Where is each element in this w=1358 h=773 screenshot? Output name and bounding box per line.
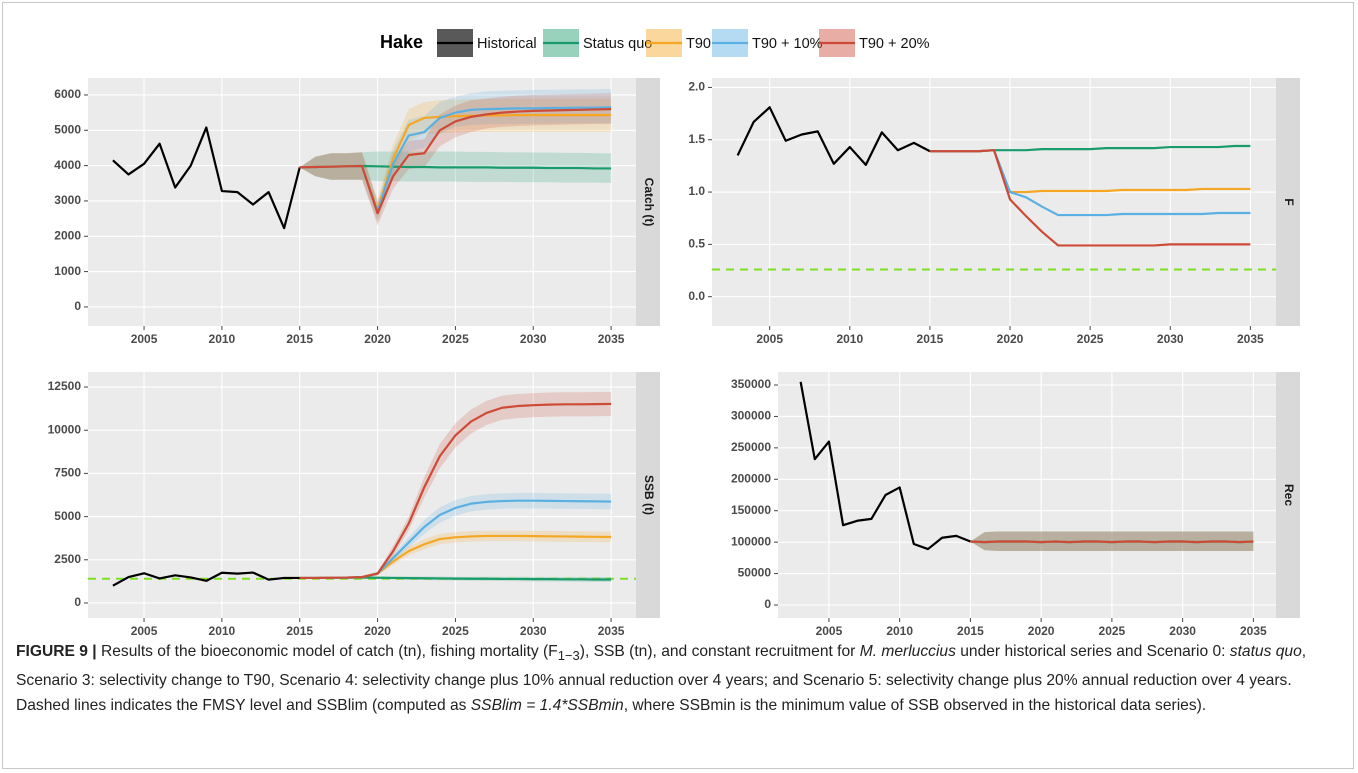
- y-tick-label: 2.0: [688, 80, 705, 94]
- x-tick-label: 2025: [1099, 624, 1126, 638]
- x-tick-label: 2010: [209, 624, 236, 638]
- y-tick-label: 350000: [731, 377, 771, 391]
- legend-label: T90: [686, 36, 711, 52]
- chart: Hake Historical Status quo T90 T90 + 10% T90…: [48, 29, 1300, 638]
- strip-label: Rec: [1282, 484, 1296, 506]
- y-tick-label: 2000: [54, 228, 81, 242]
- strip-background: [1276, 78, 1300, 326]
- series-line: [970, 540, 1254, 544]
- x-tick-label: 2005: [131, 332, 158, 346]
- caption-text: , where SSBmin is the minimum value of S…: [623, 697, 1207, 715]
- x-tick-label: 2005: [756, 332, 783, 346]
- caption-italic: SSBlim = 1.4*SSBmin: [470, 697, 624, 715]
- y-tick-label: 200000: [731, 471, 771, 485]
- y-tick-label: 4000: [54, 158, 81, 172]
- y-tick-label: 0: [764, 597, 771, 611]
- x-tick-label: 2010: [886, 624, 913, 638]
- x-tick-label: 2020: [364, 332, 391, 346]
- confidence-band: [299, 88, 612, 223]
- y-tick-label: 7500: [54, 466, 81, 480]
- confidence-band: [299, 391, 612, 579]
- y-tick-label: 1.5: [688, 132, 705, 146]
- legend-title: Hake: [380, 32, 423, 52]
- series-line: [299, 107, 612, 215]
- plot-background: [778, 372, 1276, 618]
- x-tick-label: 2030: [520, 332, 547, 346]
- confidence-band: [299, 93, 612, 226]
- caption-subscript: 1−3: [557, 648, 580, 664]
- caption: FIGURE 9 | Results of the bioeconomic mo…: [16, 639, 1346, 718]
- x-tick-label: 2005: [131, 624, 158, 638]
- y-tick-label: 300000: [731, 409, 771, 423]
- x-tick-label: 2010: [836, 332, 863, 346]
- y-tick-label: 150000: [731, 503, 771, 517]
- y-tick-label: 50000: [738, 566, 772, 580]
- plot-background: [88, 78, 636, 326]
- caption-italic: status quo: [1229, 643, 1302, 660]
- strip-background: [636, 78, 660, 326]
- legend-label: Status quo: [583, 36, 652, 52]
- caption-italic: M. merluccius: [859, 643, 956, 660]
- y-tick-label: 6000: [54, 87, 81, 101]
- plot-background: [712, 78, 1276, 326]
- x-tick-label: 2035: [598, 332, 625, 346]
- y-tick-label: 2500: [54, 552, 81, 566]
- caption-label: FIGURE 9 |: [16, 643, 97, 660]
- y-tick-label: 0.0: [688, 289, 705, 303]
- x-tick-label: 2005: [816, 624, 843, 638]
- legend-label: T90 + 20%: [859, 36, 930, 52]
- x-tick-label: 2030: [1157, 332, 1184, 346]
- y-tick-label: 1.0: [688, 184, 705, 198]
- x-tick-label: 2035: [1240, 624, 1267, 638]
- y-tick-label: 0.5: [688, 237, 705, 251]
- legend-label: T90 + 10%: [752, 36, 823, 52]
- x-tick-label: 2015: [957, 624, 984, 638]
- y-tick-label: 5000: [54, 122, 81, 136]
- x-tick-label: 2025: [442, 624, 469, 638]
- series-line: [799, 381, 971, 551]
- x-tick-label: 2015: [917, 332, 944, 346]
- strip-background: [636, 372, 660, 618]
- x-tick-label: 2035: [598, 624, 625, 638]
- y-tick-label: 10000: [48, 422, 82, 436]
- y-tick-label: 12500: [48, 379, 82, 393]
- caption-text: ), SSB (tn), and constant recruitment fo…: [579, 643, 860, 660]
- confidence-band: [299, 98, 612, 221]
- x-tick-label: 2030: [1169, 624, 1196, 638]
- series-line: [736, 106, 931, 166]
- caption-text: under historical series and Scenario 0:: [955, 643, 1230, 660]
- x-tick-label: 2035: [1237, 332, 1264, 346]
- strip-background: [1276, 372, 1300, 618]
- x-tick-label: 2015: [286, 624, 313, 638]
- y-tick-label: 5000: [54, 509, 81, 523]
- x-tick-label: 2020: [997, 332, 1024, 346]
- strip-label: Catch (t): [642, 178, 656, 227]
- x-tick-label: 2030: [520, 624, 547, 638]
- y-tick-label: 1000: [54, 264, 81, 278]
- x-tick-label: 2020: [364, 624, 391, 638]
- y-tick-label: 250000: [731, 440, 771, 454]
- y-tick-label: 0: [74, 595, 81, 609]
- y-tick-label: 3000: [54, 193, 81, 207]
- caption-text: , Scenario 3: selectivity change to T90,…: [16, 643, 1307, 715]
- x-tick-label: 2025: [1077, 332, 1104, 346]
- series-line: [929, 149, 1251, 247]
- x-tick-label: 2020: [1028, 624, 1055, 638]
- y-tick-label: 100000: [731, 534, 771, 548]
- legend-label: Historical: [477, 36, 537, 52]
- x-tick-label: 2010: [209, 332, 236, 346]
- series-line: [299, 402, 612, 580]
- series-line: [112, 571, 300, 587]
- x-tick-label: 2015: [286, 332, 313, 346]
- confidence-band: [299, 530, 612, 579]
- series-line: [112, 126, 301, 230]
- x-tick-label: 2025: [442, 332, 469, 346]
- caption-text: Results of the bioeconomic model of catc…: [100, 643, 558, 660]
- strip-label: SSB (t): [642, 475, 656, 515]
- strip-label: F: [1282, 198, 1296, 205]
- y-tick-label: 0: [74, 299, 81, 313]
